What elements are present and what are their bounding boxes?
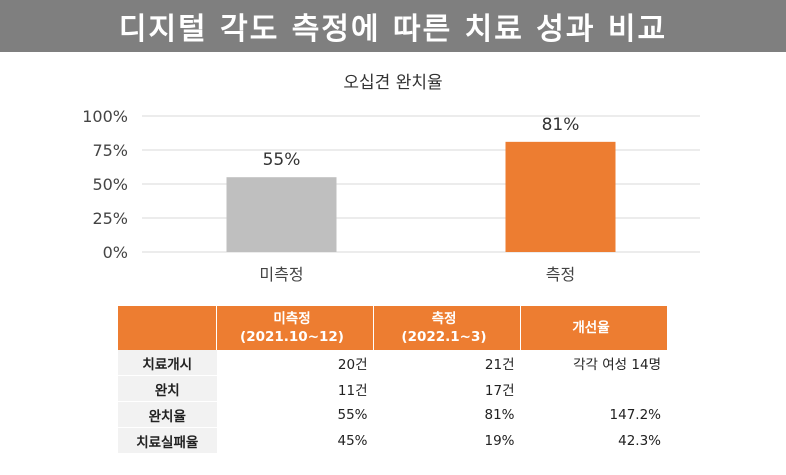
table-cell: 147.2% — [520, 401, 667, 428]
table-cell: 각각 여성 14명 — [520, 350, 667, 376]
y-tick-label: 100% — [82, 107, 128, 126]
row-label: 치료개시 — [118, 350, 217, 376]
y-tick-label: 50% — [92, 175, 128, 194]
row-label: 치료실패율 — [118, 427, 217, 454]
table-cell: 19% — [373, 427, 521, 454]
page-title: 디지털 각도 측정에 따른 치료 성과 비교 — [0, 0, 786, 52]
table-cell: 17건 — [373, 375, 521, 402]
table-row: 완치 11건 17건 — [118, 375, 667, 402]
category-label: 측정 — [546, 265, 575, 284]
data-label: 81% — [542, 115, 580, 135]
table-cell: 55% — [216, 401, 374, 428]
y-tick-label: 25% — [92, 209, 128, 228]
table-cell: 45% — [216, 427, 374, 454]
chart-title: 오십견 완치율 — [343, 73, 442, 93]
bar — [226, 177, 337, 252]
bar-chart: 오십견 완치율 0% 25% 50% 75% 100% 55% 81% 미측정 측정 — [82, 73, 700, 284]
table-cell: 81% — [373, 401, 521, 428]
bar — [505, 141, 616, 252]
header-cell — [118, 306, 217, 350]
header-cell-measured: 측정 (2022.1~3) — [373, 306, 521, 350]
table-cell — [520, 375, 667, 402]
header-cell-improvement: 개선율 — [520, 306, 667, 350]
table-row: 완치율 55% 81% 147.2% — [118, 401, 667, 428]
table-row: 치료개시 20건 21건 각각 여성 14명 — [118, 350, 667, 376]
row-label: 완치율 — [118, 401, 217, 428]
table-cell: 21건 — [373, 350, 521, 376]
table-cell: 42.3% — [520, 427, 667, 454]
header-cell-unmeasured: 미측정 (2021.10~12) — [216, 306, 374, 350]
y-tick-label: 0% — [103, 243, 128, 262]
table-cell: 20건 — [216, 350, 374, 376]
comparison-table: 미측정 (2021.10~12) 측정 (2022.1~3) 개선율 치료개시 20… — [118, 306, 667, 454]
table-row: 치료실패율 45% 19% 42.3% — [118, 427, 667, 454]
y-tick-label: 75% — [92, 141, 128, 160]
table-cell: 11건 — [216, 375, 374, 402]
row-label: 완치 — [118, 375, 217, 402]
table-header-row: 미측정 (2021.10~12) 측정 (2022.1~3) 개선율 — [118, 306, 667, 350]
category-label: 미측정 — [259, 265, 303, 284]
data-label: 55% — [263, 150, 301, 170]
